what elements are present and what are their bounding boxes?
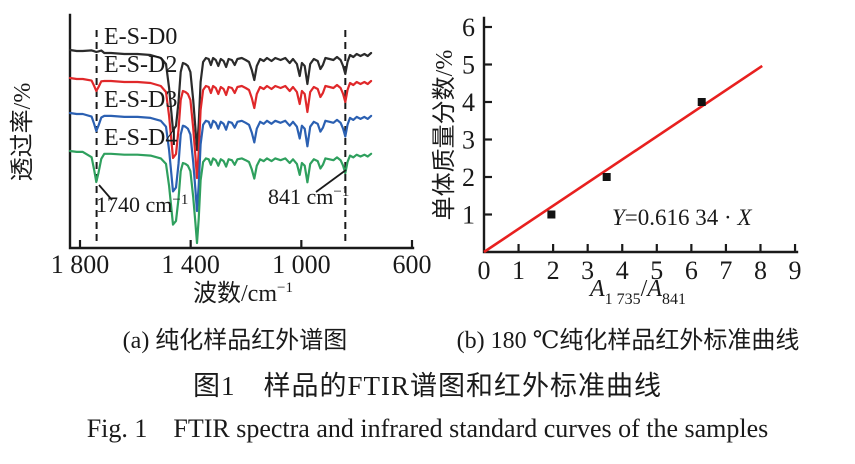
series-label-E-S-D4: E-S-D4 bbox=[104, 125, 177, 151]
series-label-E-S-D2: E-S-D2 bbox=[104, 52, 177, 78]
right-y-tick-label: 2 bbox=[462, 163, 475, 192]
data-point bbox=[547, 210, 556, 219]
right-x-tick-label: 9 bbox=[789, 256, 802, 285]
right-x-tick-label: 2 bbox=[547, 256, 560, 285]
right-y-tick-label: 4 bbox=[462, 88, 475, 117]
panel-caption-a: (a) 纯化样品红外谱图 bbox=[123, 327, 348, 354]
right-y-tick-label: 1 bbox=[462, 201, 475, 230]
right-x-axis-label: A1 735/A841 bbox=[588, 276, 686, 308]
spectrum-curve-E-S-D2 bbox=[68, 76, 373, 180]
fit-equation: Y=0.616 34 · X bbox=[612, 205, 752, 230]
panel-caption-b: (b) 180 ℃纯化样品红外标准曲线 bbox=[457, 327, 800, 354]
right-x-tick-label: 3 bbox=[581, 256, 594, 285]
data-point bbox=[602, 173, 611, 181]
annotation-leader-1740 bbox=[98, 184, 113, 201]
right-y-axis-label: 单体质量分数/% bbox=[431, 50, 458, 221]
left-x-tick-label: 1 400 bbox=[161, 250, 220, 279]
spectrum-curve-E-S-D0 bbox=[68, 48, 373, 152]
figure-caption-en: Fig. 1 FTIR spectra and infrared standar… bbox=[86, 414, 769, 443]
spectrum-curve-E-S-D3 bbox=[68, 111, 373, 213]
series-label-E-S-D3: E-S-D3 bbox=[104, 87, 177, 113]
series-label-E-S-D0: E-S-D0 bbox=[104, 24, 177, 50]
right-y-tick-label: 3 bbox=[462, 126, 475, 155]
annotation-841: 841 cm−1 bbox=[268, 184, 349, 209]
right-x-tick-label: 4 bbox=[616, 256, 629, 285]
left-chart: 1 800 1 400 1 000 600 E-S-D0E-S-D2 E-S-D3 E-S-… bbox=[51, 13, 432, 279]
right-x-tick-label: 5 bbox=[650, 256, 663, 285]
right-x-tick-label: 0 bbox=[478, 256, 491, 285]
left-x-tick-label: 1 000 bbox=[272, 250, 331, 279]
left-axes bbox=[68, 13, 415, 250]
right-x-tick-label: 7 bbox=[719, 256, 732, 285]
left-x-axis-label: 波数/cm−1 bbox=[193, 280, 293, 307]
left-x-tick-label: 600 bbox=[393, 250, 432, 279]
fit-line bbox=[483, 64, 763, 254]
data-point bbox=[697, 98, 706, 106]
right-y-tick-label: 5 bbox=[462, 51, 475, 80]
charts-canvas: 1 800 1 400 1 000 600 E-S-D0E-S-D2 E-S-D3 E-S-… bbox=[9, 13, 802, 354]
left-y-axis-label: 透过率/% bbox=[9, 83, 36, 182]
right-x-tick-label: 8 bbox=[754, 256, 767, 285]
annotation-1740: 1740 cm−1 bbox=[96, 192, 188, 217]
left-x-tick-label: 1 800 bbox=[51, 250, 110, 279]
right-x-tick-label: 6 bbox=[685, 256, 698, 285]
annotation-leader-841 bbox=[315, 169, 347, 193]
figure-caption-zh: 图1 样品的FTIR谱图和红外标准曲线 bbox=[192, 371, 662, 401]
spectrum-curve-E-S-D4 bbox=[68, 149, 373, 245]
right-x-tick-label: 1 bbox=[512, 256, 525, 285]
right-y-tick-label: 6 bbox=[462, 13, 475, 42]
